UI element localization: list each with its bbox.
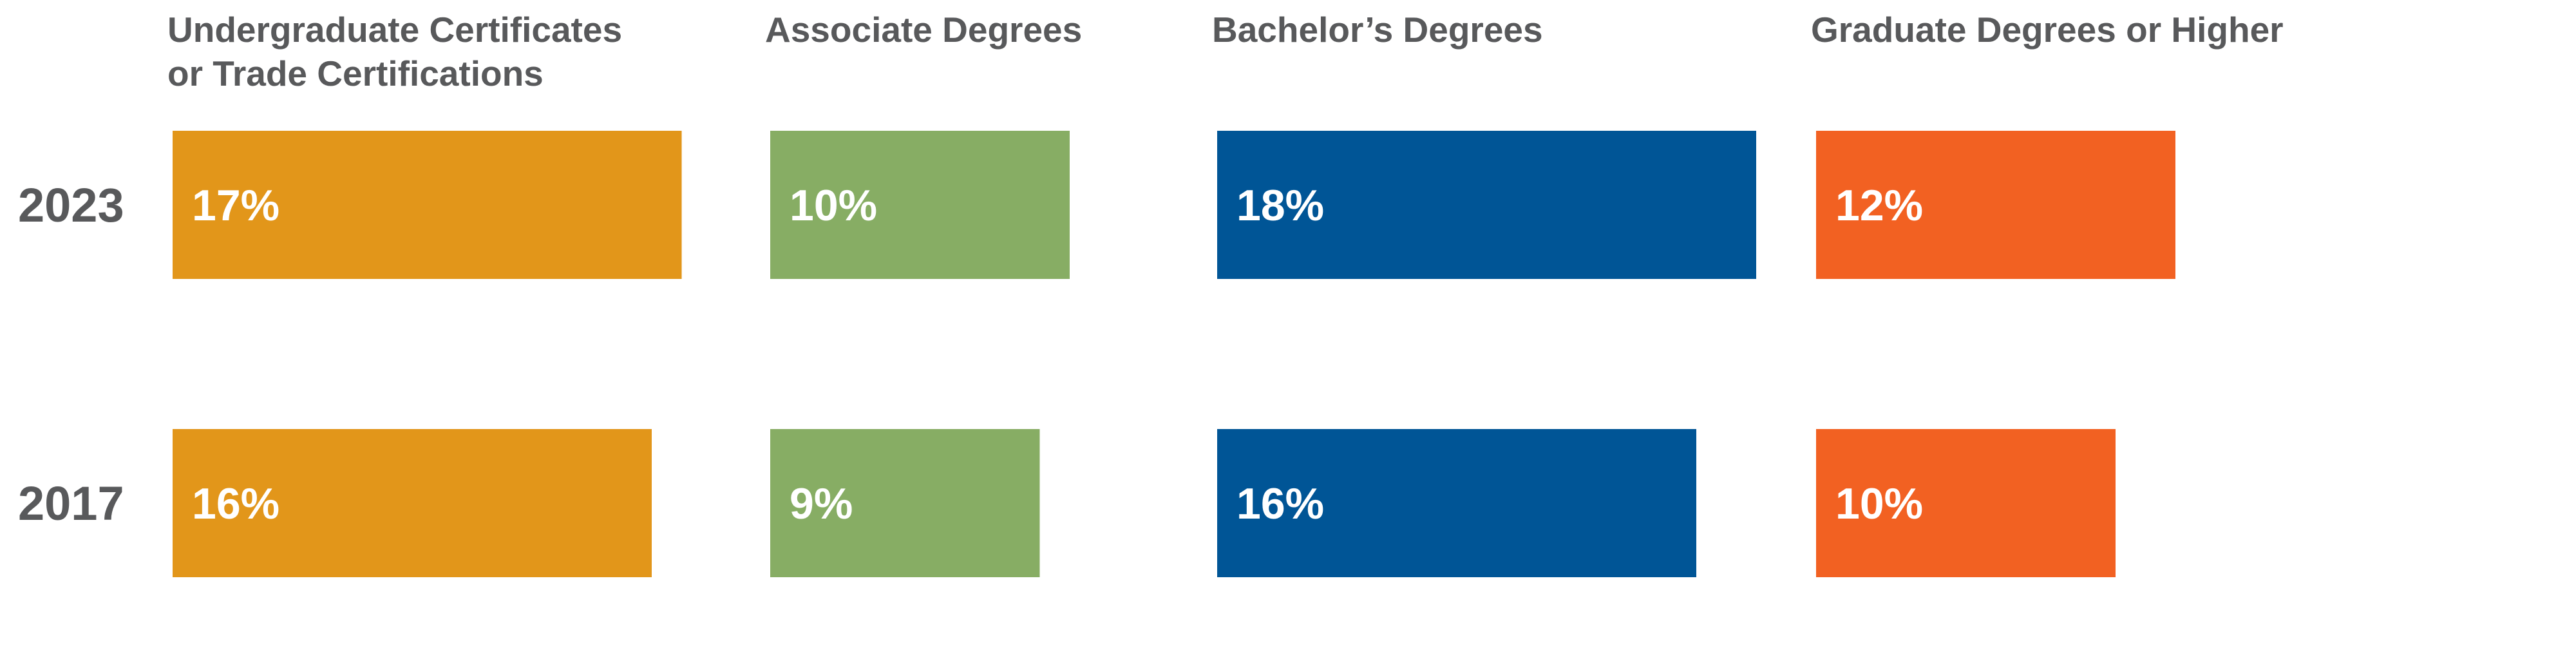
- bar-value-label: 18%: [1236, 181, 1324, 230]
- bar: [770, 429, 1040, 577]
- bar-value-label: 16%: [1236, 479, 1324, 528]
- year-label: 2023: [18, 178, 124, 232]
- category-label-line: Undergraduate Certificates: [167, 10, 622, 50]
- year-label: 2017: [18, 477, 124, 530]
- bar-value-label: 10%: [790, 181, 877, 230]
- category-label: Associate Degrees: [765, 10, 1082, 50]
- category-label-line: or Trade Certifications: [167, 53, 544, 93]
- bar: [1816, 429, 2116, 577]
- bar: [173, 131, 682, 279]
- bar-value-label: 12%: [1835, 181, 1923, 230]
- category-label: Bachelor’s Degrees: [1212, 10, 1543, 50]
- bar: [1217, 429, 1696, 577]
- bar-value-label: 17%: [192, 181, 279, 230]
- category-label: Graduate Degrees or Higher: [1811, 10, 2284, 50]
- bar-value-label: 10%: [1835, 479, 1923, 528]
- bar: [173, 429, 652, 577]
- bar-value-label: 16%: [192, 479, 279, 528]
- bar-value-label: 9%: [790, 479, 853, 528]
- category-label: Undergraduate Certificates or Trade Certi…: [167, 10, 622, 93]
- bar: [1816, 131, 2175, 279]
- category-label-line: Graduate Degrees or Higher: [1811, 10, 2284, 50]
- bar: [770, 131, 1070, 279]
- category-label-line: Associate Degrees: [765, 10, 1082, 50]
- category-label-line: Bachelor’s Degrees: [1212, 10, 1543, 50]
- bar: [1217, 131, 1756, 279]
